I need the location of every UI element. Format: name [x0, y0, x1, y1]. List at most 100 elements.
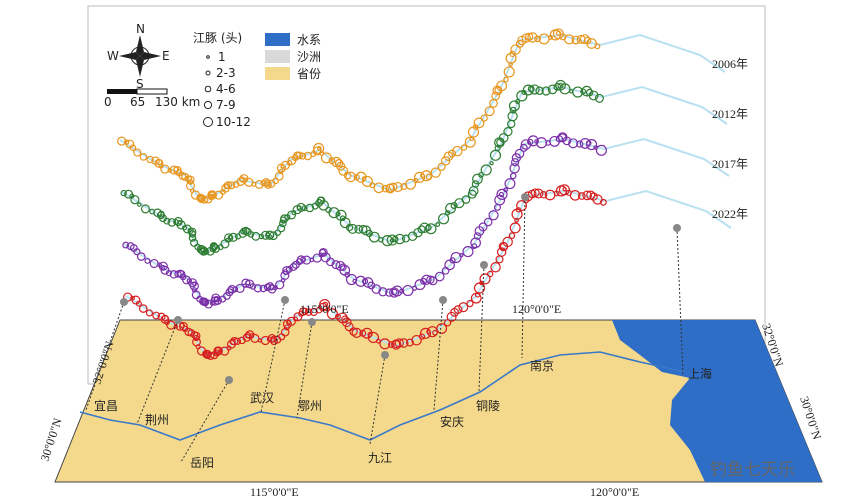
sighting [361, 176, 367, 181]
sighting [555, 30, 562, 36]
sighting [582, 190, 593, 201]
sighting [577, 192, 586, 200]
leader-lines [85, 196, 684, 463]
coord: 120°0'0"E [590, 485, 639, 499]
sighting [344, 322, 354, 332]
legend-layer: 沙洲 [297, 50, 321, 64]
sighting [480, 114, 488, 122]
sighting [349, 327, 358, 336]
compass-label: N [136, 22, 145, 36]
sighting [224, 181, 233, 190]
sighting [594, 43, 601, 50]
sighting [437, 213, 450, 225]
sighting [176, 220, 186, 230]
sighting [503, 66, 515, 78]
city: 宜昌 [94, 398, 118, 413]
sighting [516, 90, 528, 102]
sighting [564, 34, 575, 45]
sighting [496, 247, 507, 257]
sighting [355, 275, 367, 287]
sighting [280, 270, 290, 281]
sighting [405, 338, 414, 347]
sighting [420, 327, 432, 339]
sighting [133, 248, 141, 256]
sighting [217, 350, 222, 355]
sighting [192, 331, 201, 341]
sighting [432, 329, 438, 336]
sighting [419, 222, 430, 233]
sighting [411, 334, 422, 346]
sighting [378, 237, 384, 243]
size-legend: 江豚 (头) 1 2-3 4-6 7-9 10-12 [193, 31, 251, 129]
sighting [391, 285, 403, 297]
sighting [232, 286, 239, 293]
sighting [178, 321, 188, 331]
sighting [539, 191, 548, 199]
compass-label: E [162, 49, 170, 63]
coordinates: 115°0'0"E 120°0'0"E 115°0'0"E 120°0'0"E … [38, 302, 825, 499]
sighting [144, 257, 151, 264]
sighting [450, 201, 458, 210]
sighting [241, 226, 250, 235]
sighting [498, 191, 505, 198]
coord: 30°0'0"N [38, 416, 65, 463]
sighting [275, 280, 285, 290]
sighting [519, 143, 528, 152]
sighting [483, 217, 493, 227]
sighting [562, 187, 567, 192]
scale-label: 0 [104, 95, 112, 109]
sighting [527, 32, 538, 43]
sighting [541, 86, 551, 96]
sighting [320, 252, 331, 263]
sighting [507, 111, 518, 122]
sighting [503, 127, 513, 137]
sighting [534, 35, 541, 43]
sighting [515, 99, 521, 105]
sighting [139, 153, 148, 161]
sighting [388, 182, 398, 192]
sighting [301, 205, 308, 212]
sighting [160, 264, 166, 270]
sighting [280, 214, 289, 223]
sighting [588, 90, 599, 101]
sighting [420, 277, 428, 285]
sighting [473, 117, 485, 129]
sighting [489, 161, 494, 166]
sighting [322, 301, 329, 308]
sighting [145, 309, 154, 317]
sighting [510, 44, 521, 55]
sighting [167, 218, 177, 227]
river-track [119, 33, 726, 202]
legend-layer: 省份 [297, 67, 321, 81]
sighting [191, 287, 198, 293]
sighting [389, 287, 400, 298]
sighting [219, 346, 230, 356]
sighting [425, 223, 437, 235]
sighting [405, 178, 417, 190]
sighting [135, 300, 142, 307]
scale-label: 65 [130, 95, 145, 109]
sighting [200, 247, 205, 253]
sighting [511, 208, 523, 220]
sighting [379, 338, 391, 350]
sighting [503, 187, 509, 193]
sighting [188, 234, 197, 242]
sighting [421, 274, 432, 285]
sighting [341, 317, 352, 328]
sighting [186, 278, 193, 284]
sighting [446, 311, 457, 322]
sighting [558, 133, 567, 143]
sighting [479, 273, 491, 285]
city: 鄂州 [298, 399, 322, 413]
sighting [188, 227, 197, 237]
sighting [298, 307, 308, 316]
sighting [136, 202, 142, 207]
compass-label: W [107, 49, 119, 63]
sighting [509, 163, 520, 174]
sighting [213, 349, 221, 357]
sighting [535, 137, 548, 149]
sighting [508, 100, 520, 112]
sighting [461, 195, 471, 204]
sea [612, 320, 822, 482]
sighting [191, 290, 201, 300]
